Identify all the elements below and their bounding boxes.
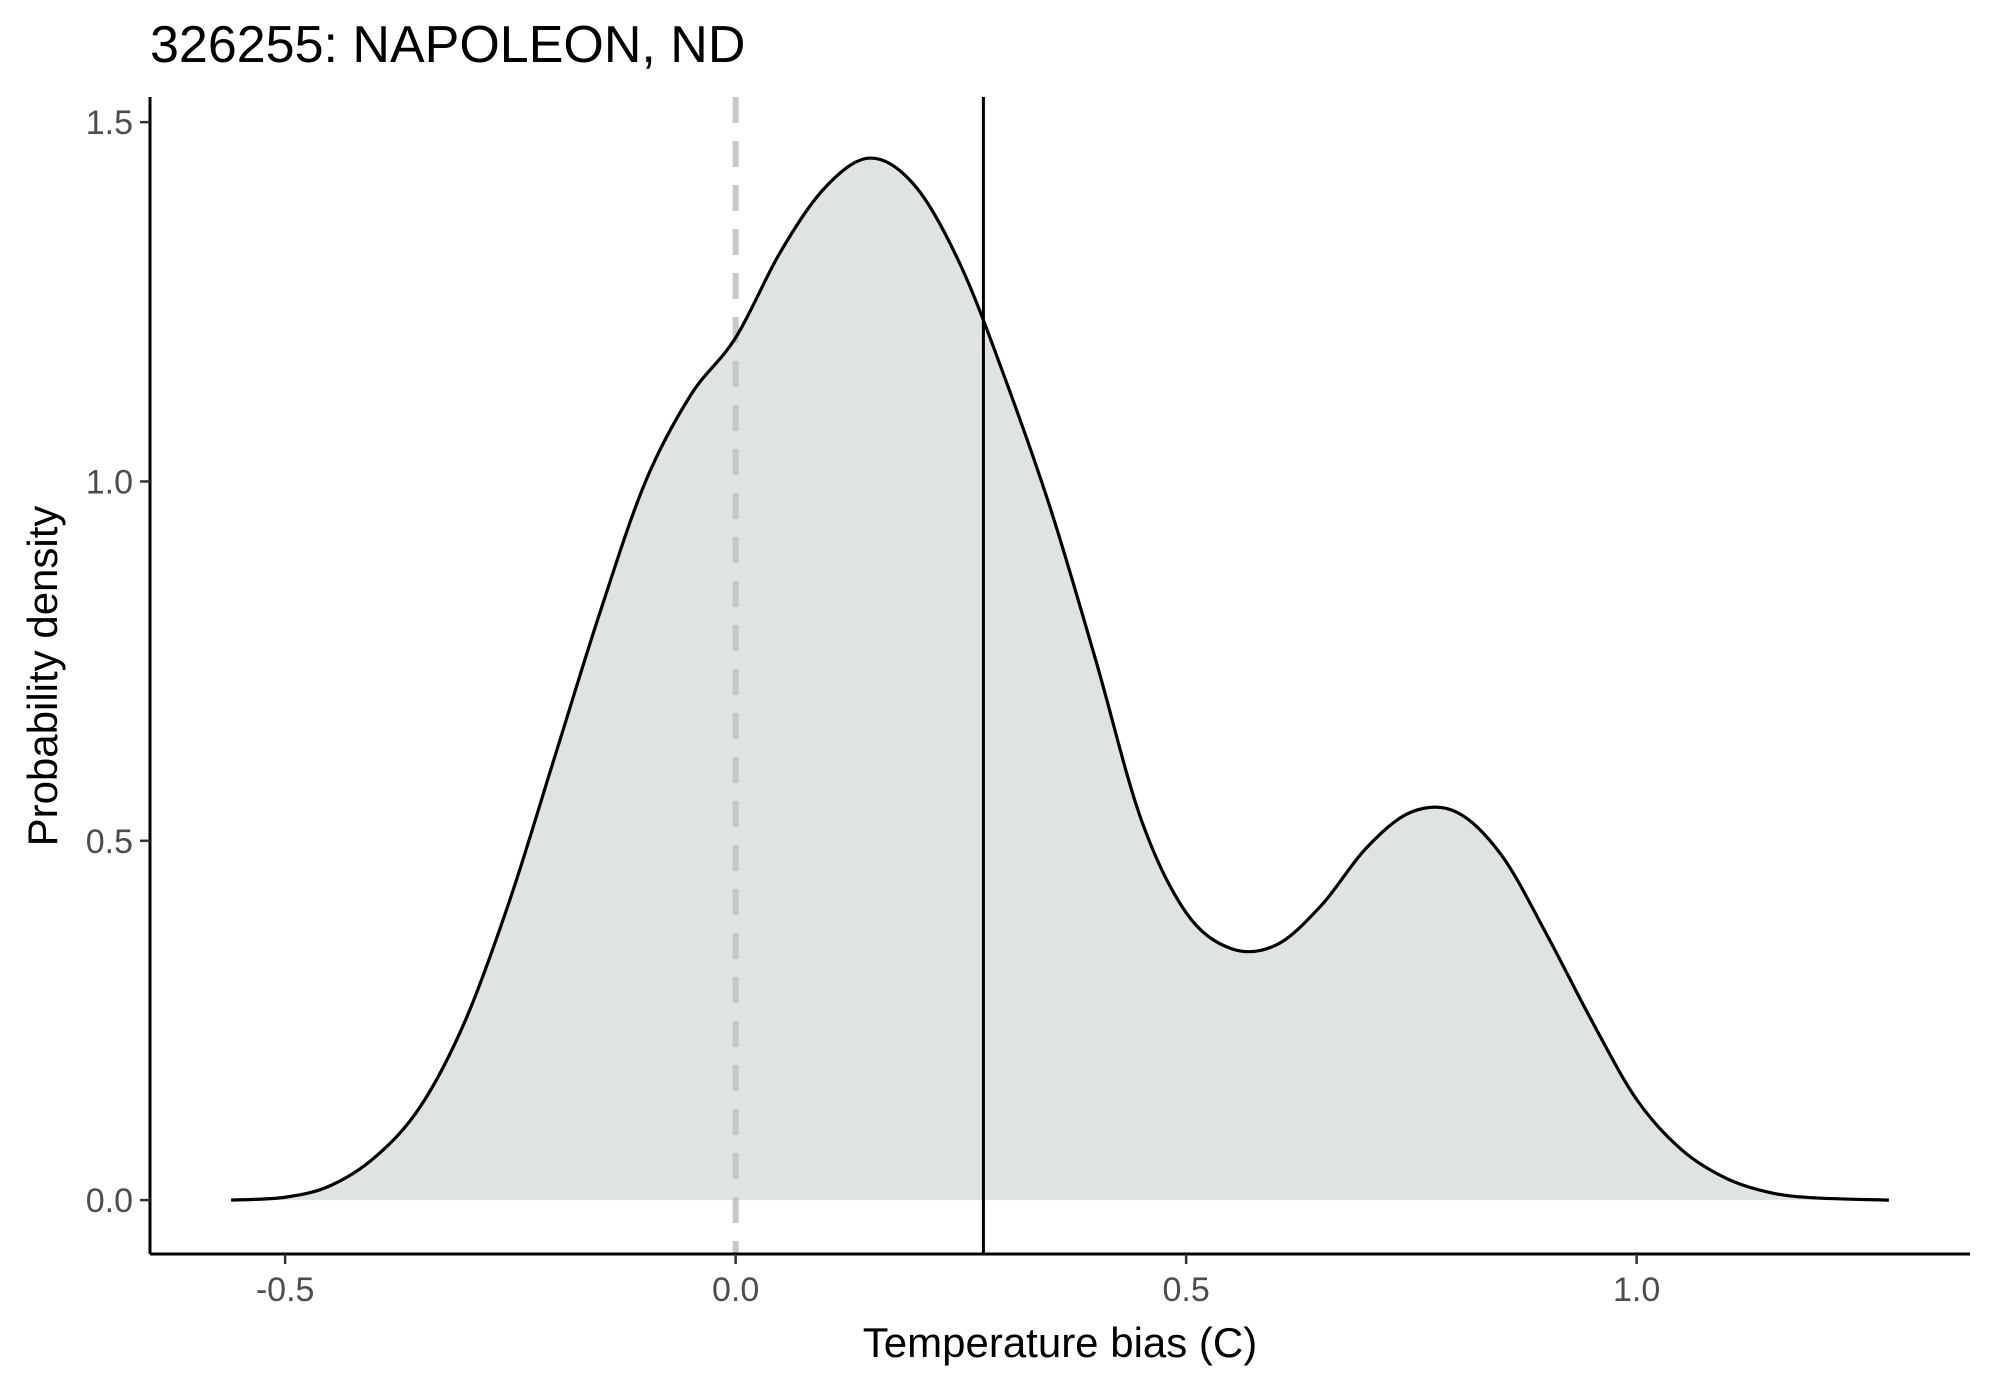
density-area — [231, 158, 1889, 1201]
y-tick-label: 0.5 — [86, 823, 133, 861]
x-tick-label: 0.0 — [712, 1271, 759, 1309]
plot-area — [231, 97, 1889, 1254]
x-tick-label: 0.5 — [1163, 1271, 1210, 1309]
density-curve — [231, 156, 1889, 1202]
x-axis-ticks: -0.5 0.0 0.5 1.0 — [256, 1254, 1660, 1309]
x-axis-title: Temperature bias (C) — [863, 1319, 1257, 1366]
x-tick-label: -0.5 — [256, 1271, 315, 1309]
y-axis-ticks: 0.0 0.5 1.0 1.5 — [86, 104, 150, 1220]
chart-title: 326255: NAPOLEON, ND — [150, 16, 745, 74]
y-tick-label: 1.0 — [86, 463, 133, 501]
x-tick-label: 1.0 — [1613, 1271, 1660, 1309]
y-tick-label: 1.5 — [86, 104, 133, 142]
y-tick-label: 0.0 — [86, 1182, 133, 1220]
y-axis-title: Probability density — [19, 506, 66, 847]
